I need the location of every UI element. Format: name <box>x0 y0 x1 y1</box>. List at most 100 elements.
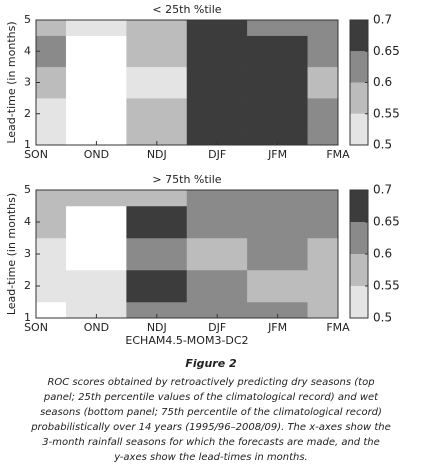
colorbar-band <box>350 51 368 83</box>
contour-cell <box>247 19 309 36</box>
contour-cell <box>186 35 248 68</box>
contour-cell <box>186 269 248 303</box>
colorbar-band <box>350 286 368 318</box>
colorbar-band <box>350 222 368 254</box>
contour-cell <box>307 269 339 303</box>
contour-cell <box>247 237 309 271</box>
contour-cell <box>35 301 67 319</box>
caption-title: Figure 2 <box>185 357 237 370</box>
contour-cell <box>35 129 67 146</box>
contour-cell <box>126 66 188 99</box>
contour-cell <box>186 237 248 271</box>
x-tick-label: JFM <box>267 148 287 161</box>
colorbar-tick-label: 0.6 <box>373 247 392 261</box>
x-tick-label: SON <box>24 148 48 161</box>
contour-cell <box>35 205 67 239</box>
colorbar-band <box>350 20 368 52</box>
x-tick-label: SON <box>24 321 48 334</box>
colorbar-tick-label: 0.55 <box>373 279 400 293</box>
colorbar-tick-label: 0.65 <box>373 215 400 229</box>
x-tick-label: FMA <box>326 148 350 161</box>
y-tick-label: 2 <box>24 279 31 292</box>
x-tick-label: NDJ <box>147 321 167 334</box>
caption-line: 3-month rainfall seasons for which the f… <box>42 437 379 448</box>
contour-cell <box>247 35 309 68</box>
caption-line: y-axes show the lead-times in months. <box>113 452 308 463</box>
contour-cell <box>65 19 127 36</box>
contour-cell <box>35 19 67 36</box>
y-tick-label: 1 <box>24 138 31 151</box>
contour-cell <box>65 66 127 99</box>
contour-cell <box>35 189 67 207</box>
colorbar-tick-label: 0.5 <box>373 311 392 325</box>
panel-title: < 25th %tile <box>152 3 221 16</box>
contour-cell <box>307 205 339 239</box>
contour-cell <box>186 66 248 99</box>
x-tick-label: JFM <box>267 321 287 334</box>
x-axis-label: ECHAM4.5-MOM3-DC2 <box>125 334 248 347</box>
contour-cell <box>35 237 67 271</box>
contour-cell <box>307 301 339 319</box>
colorbar-band <box>350 113 368 145</box>
contour-cell <box>126 97 188 130</box>
contour-cell <box>65 205 127 239</box>
y-tick-label: 2 <box>24 107 31 120</box>
contour-cell <box>307 189 339 207</box>
y-tick-label: 3 <box>24 247 31 260</box>
caption-line: seasons (bottom panel; 75th percentile o… <box>40 407 382 418</box>
y-tick-label: 5 <box>24 183 31 196</box>
colorbar-tick-label: 0.7 <box>373 13 392 27</box>
colorbar-tick-label: 0.6 <box>373 75 392 89</box>
colorbar-tick-label: 0.7 <box>373 183 392 197</box>
contour-cell <box>65 269 127 303</box>
y-axis-label: Lead-time (in months) <box>5 193 18 315</box>
contour-cell <box>186 189 248 207</box>
contour-cell <box>65 237 127 271</box>
contour-cell <box>247 97 309 130</box>
x-tick-label: OND <box>84 321 109 334</box>
x-tick-label: NDJ <box>147 148 167 161</box>
contour-cell <box>186 19 248 36</box>
colorbar-band <box>350 82 368 114</box>
contour-cell <box>126 19 188 36</box>
caption-line: panel; 25th percentile values of the cli… <box>43 392 379 403</box>
y-tick-label: 3 <box>24 76 31 89</box>
contour-cell <box>247 205 309 239</box>
x-tick-label: OND <box>84 148 109 161</box>
y-tick-label: 4 <box>24 215 31 228</box>
contour-cell <box>307 97 339 130</box>
contour-cell <box>307 66 339 99</box>
y-tick-label: 4 <box>24 44 31 57</box>
contour-cell <box>247 189 309 207</box>
contour-cell <box>126 237 188 271</box>
y-tick-label: 5 <box>24 13 31 26</box>
contour-cell <box>65 189 127 207</box>
colorbar-tick-label: 0.65 <box>373 44 400 58</box>
contour-cell <box>126 189 188 207</box>
contour-cell <box>35 35 67 68</box>
contour-cell <box>35 66 67 99</box>
x-tick-label: DJF <box>208 321 226 334</box>
contour-cell <box>126 269 188 303</box>
caption-line: probabilistically over 14 years (1995/96… <box>30 422 391 433</box>
contour-cell <box>307 129 339 146</box>
contour-cell <box>65 97 127 130</box>
y-axis-label: Lead-time (in months) <box>5 21 18 143</box>
contour-cell <box>35 269 67 303</box>
contour-cell <box>247 269 309 303</box>
colorbar-tick-label: 0.55 <box>373 106 400 120</box>
caption-line: ROC scores obtained by retroactively pre… <box>47 377 374 388</box>
contour-cell <box>65 35 127 68</box>
contour-cell <box>35 97 67 130</box>
y-tick-label: 1 <box>24 311 31 324</box>
contour-cell <box>126 205 188 239</box>
contour-cell <box>307 19 339 36</box>
panel-title: > 75th %tile <box>152 173 221 186</box>
contour-cell <box>126 35 188 68</box>
colorbar-tick-label: 0.5 <box>373 138 392 152</box>
contour-cell <box>186 205 248 239</box>
contour-cell <box>307 35 339 68</box>
x-tick-label: FMA <box>326 321 350 334</box>
contour-cell <box>247 66 309 99</box>
